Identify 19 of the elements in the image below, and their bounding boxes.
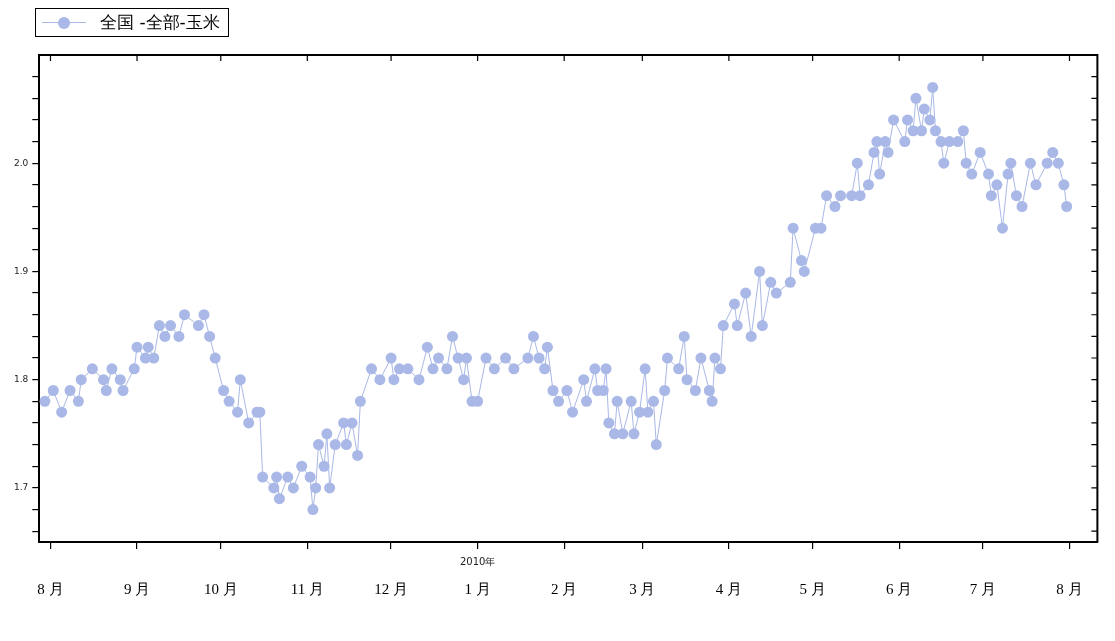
x-tick-label: 4 月 — [715, 580, 743, 597]
x-tick-label: 10 月 — [203, 580, 238, 597]
y-tick-label: 1.8 — [13, 374, 29, 385]
text: 2010年 — [459, 555, 496, 567]
x-tick-label: 6 月 — [886, 580, 913, 597]
x-tick-label: 7 月 — [969, 580, 997, 597]
x-tick-label: 1 月 — [464, 580, 491, 597]
x-tick-label: 8 月 — [1056, 580, 1083, 597]
x-tick-label: 3 月 — [629, 580, 656, 597]
x-tick-label: 11 月 — [290, 580, 324, 597]
y-tick-label: 1.7 — [13, 482, 29, 493]
y-tick-label: 1.9 — [13, 265, 29, 276]
x-tick-label: 9 月 — [123, 580, 151, 597]
x-tick-label: 12 月 — [374, 580, 408, 597]
x-tick-label: 5 月 — [799, 580, 826, 597]
x-tick-label: 8 月 — [37, 580, 64, 597]
x-tick-label: 2 月 — [551, 580, 578, 597]
legend-label: 全国 -全部-玉米 — [100, 11, 220, 34]
y-tick-label: 2.0 — [13, 157, 29, 168]
